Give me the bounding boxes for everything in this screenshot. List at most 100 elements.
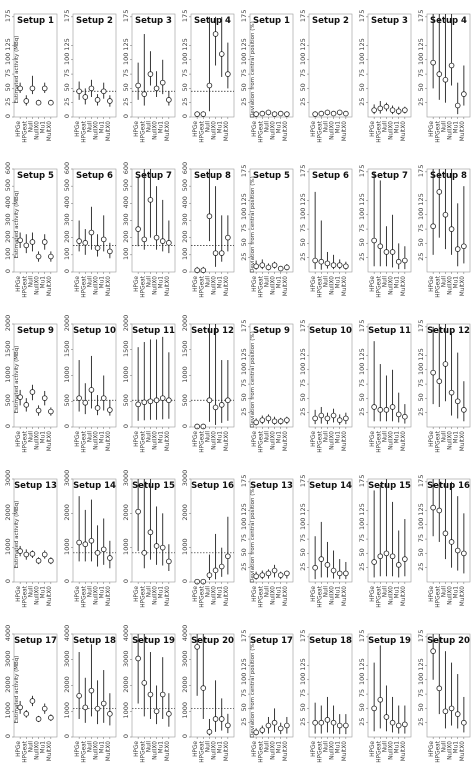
x-tick-label: NullX0 (330, 431, 336, 450)
data-point (76, 88, 82, 95)
y-tick-label: 500 (63, 394, 71, 406)
x-tick-label: MultX0 (165, 431, 171, 452)
x-tick-label: Null (264, 276, 270, 288)
data-point (94, 705, 101, 712)
x-tick-label: Mu1 (218, 121, 224, 134)
y-tick-label: 2000 (122, 504, 130, 521)
y-tick-label: 125 (417, 658, 425, 670)
data-point (442, 708, 449, 715)
data-point (166, 558, 172, 565)
x-tick-label: HPGe (75, 276, 81, 292)
x-tick-label: HPGe (16, 276, 22, 292)
panel-10: 100 200 300 400 500 600 Setup 7 HPGe HPGeat Null N… (122, 162, 176, 298)
panel-title: Setup 6 (76, 171, 113, 181)
data-point (17, 548, 23, 554)
data-point (225, 234, 231, 241)
x-tick-label: MultX0 (224, 431, 230, 452)
y-tick-label: 3000 (63, 470, 71, 487)
x-tick-label: Mu1 (159, 431, 165, 444)
data-point (436, 507, 443, 514)
y-tick-label: 175 (417, 475, 425, 487)
y-tick-label: 50 (240, 548, 248, 556)
data-point (35, 99, 42, 106)
y-tick-label: 75 (417, 534, 425, 542)
data-point (147, 197, 154, 203)
panel-3: 0 25 50 75 100 125 175 Setup 4 HPGe HPGeat Null Nul… (181, 10, 235, 143)
y-tick-label: 500 (4, 179, 12, 191)
x-tick-label: HPGe (429, 121, 435, 137)
y-tick-label: 125 (181, 38, 189, 50)
x-tick-label: Null (323, 431, 329, 443)
panel-frame (72, 168, 117, 273)
y-tick-label: 125 (358, 348, 366, 360)
x-tick-label: NullX0 (212, 431, 218, 450)
x-tick-label: HPGeat (435, 585, 441, 607)
data-point (377, 553, 384, 560)
y-tick-label: 0 (4, 114, 12, 118)
x-tick-label: Null (323, 276, 329, 288)
data-point (107, 98, 113, 104)
x-tick-label: Mu1 (218, 276, 224, 289)
data-point (218, 716, 225, 722)
x-tick-label: MultX0 (106, 741, 112, 762)
x-tick-label: MultX0 (460, 741, 466, 762)
y-tick-label: 3000 (181, 470, 189, 487)
x-tick-label: Mu1 (100, 276, 106, 289)
data-point (41, 551, 48, 558)
x-tick-label: MultX0 (165, 586, 171, 607)
data-point (271, 262, 278, 268)
panel-frame (367, 478, 412, 583)
y-tick-label: 125 (417, 193, 425, 205)
y-tick-label: 75 (299, 69, 307, 77)
x-tick-label: Mu1 (336, 276, 342, 289)
data-point (135, 82, 141, 89)
y-tick-label: 175 (4, 10, 12, 22)
data-point (48, 99, 54, 106)
x-tick-label: Mu1 (41, 121, 47, 134)
data-point (100, 395, 107, 401)
x-tick-label: Null (264, 121, 270, 133)
x-tick-label: HPGeat (317, 740, 323, 762)
data-point (436, 685, 443, 692)
y-tick-label: 175 (240, 320, 248, 332)
panel-15: 25 50 75 100 125 175 Setup 8 HPGe HPGeat Null Null… (417, 165, 471, 298)
panel-21: 25 50 75 100 125 175 Setup 10 HPGe HPGeat Null Nul… (299, 320, 353, 453)
x-tick-label: Mu1 (277, 121, 283, 134)
y-tick-label: 125 (240, 658, 248, 670)
data-point (135, 655, 141, 662)
data-point (284, 264, 290, 271)
y-tick-label: 25 (358, 718, 366, 726)
y-tick-label: 125 (63, 38, 71, 50)
y-tick-label: 300 (181, 213, 189, 225)
panel-title: Setup 5 (17, 171, 54, 181)
x-tick-label: NullX0 (271, 276, 277, 295)
x-tick-label: MultX0 (460, 276, 466, 297)
y-tick-label: 175 (299, 320, 307, 332)
y-tick-label: 75 (358, 689, 366, 697)
x-tick-label: HPGeat (140, 585, 146, 607)
y-tick-label: 500 (63, 179, 71, 191)
y-tick-label: 75 (358, 224, 366, 232)
data-point (225, 722, 231, 729)
data-point (312, 564, 318, 571)
x-tick-label: Null (146, 741, 152, 753)
panel-frame (249, 168, 294, 273)
panel-5: 25 50 75 100 125 175 Setup 2 HPGe HPGeat Null Null… (299, 10, 353, 143)
x-tick-label: Mu1 (395, 741, 401, 754)
y-tick-label: 75 (417, 379, 425, 387)
data-point (35, 557, 42, 564)
x-tick-label: NullX0 (153, 276, 159, 295)
y-tick-label: 50 (358, 393, 366, 401)
x-tick-label: MultX0 (224, 276, 230, 297)
x-tick-label: Mu1 (41, 586, 47, 599)
data-point (88, 387, 95, 393)
data-point (271, 719, 278, 726)
x-tick-label: MultX0 (106, 121, 112, 142)
data-point (100, 88, 107, 95)
data-point (141, 680, 148, 686)
panel-18: 0 500 1000 1500 2000 Setup 11 HPGe HPGeat Null Nu… (122, 315, 176, 453)
y-tick-label: 100 (358, 518, 366, 530)
data-point (318, 556, 325, 562)
y-tick-label: 100 (63, 53, 71, 65)
